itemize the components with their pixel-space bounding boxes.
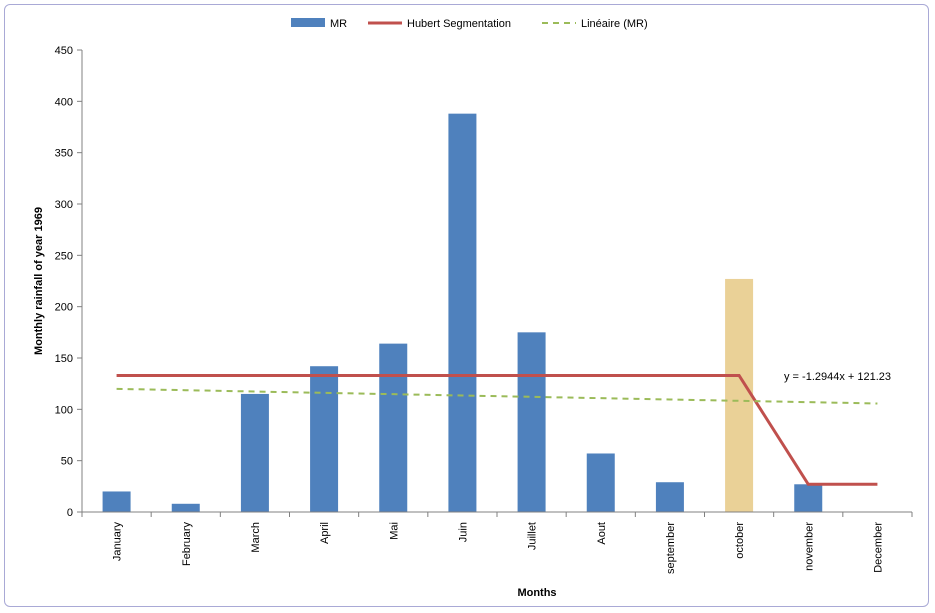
y-tick-label: 300 bbox=[55, 199, 73, 211]
x-tick-label: April bbox=[319, 522, 331, 544]
series-line-hubert-segmentation bbox=[116, 373, 878, 486]
y-tick-label: 250 bbox=[55, 250, 73, 262]
y-tick-label: 150 bbox=[55, 353, 73, 365]
trendline-equation: y = -1.2944x + 121.23 bbox=[784, 371, 891, 383]
bar-Juillet bbox=[517, 332, 546, 512]
y-tick-label: 0 bbox=[67, 507, 73, 519]
series-line-lin-aire-mr- bbox=[116, 387, 878, 405]
x-tick-label: March bbox=[250, 522, 262, 553]
y-tick-label: 200 bbox=[55, 302, 73, 314]
y-axis-title: Monthly rainfall of year 1969 bbox=[33, 207, 45, 355]
x-axis-title: Months bbox=[517, 587, 556, 599]
bar-Mai bbox=[379, 343, 408, 512]
legend-label-lin-aire-mr-: Linéaire (MR) bbox=[581, 18, 648, 30]
bar-January bbox=[102, 491, 131, 512]
y-tick-label: 450 bbox=[55, 45, 73, 57]
bar-november bbox=[794, 484, 823, 512]
x-tick-label: January bbox=[112, 522, 124, 562]
bar-Aout bbox=[586, 453, 615, 512]
y-tick-label: 50 bbox=[61, 456, 73, 468]
x-tick-label: Juillet bbox=[527, 522, 539, 550]
bar-April bbox=[310, 366, 339, 512]
x-tick-label: Mai bbox=[388, 522, 400, 540]
bar-March bbox=[240, 393, 269, 512]
x-tick-label: september bbox=[665, 522, 677, 574]
y-tick-label: 100 bbox=[55, 404, 73, 416]
x-tick-label: october bbox=[734, 522, 746, 559]
highlight-band-october bbox=[725, 278, 754, 512]
bar-Juin bbox=[448, 113, 477, 513]
x-tick-label: December bbox=[872, 522, 884, 573]
bar-February bbox=[171, 503, 200, 512]
x-tick-label: Aout bbox=[596, 522, 608, 545]
x-tick-label: February bbox=[181, 522, 193, 567]
y-tick-label: 350 bbox=[55, 148, 73, 160]
x-tick-label: november bbox=[803, 522, 815, 571]
legend-label-mr: MR bbox=[330, 18, 347, 30]
legend-swatch-mr bbox=[291, 18, 325, 27]
y-tick-label: 400 bbox=[55, 96, 73, 108]
bar-september bbox=[655, 482, 684, 512]
x-tick-label: Juin bbox=[457, 522, 469, 542]
legend-label-hubert-segmentation: Hubert Segmentation bbox=[407, 18, 511, 30]
